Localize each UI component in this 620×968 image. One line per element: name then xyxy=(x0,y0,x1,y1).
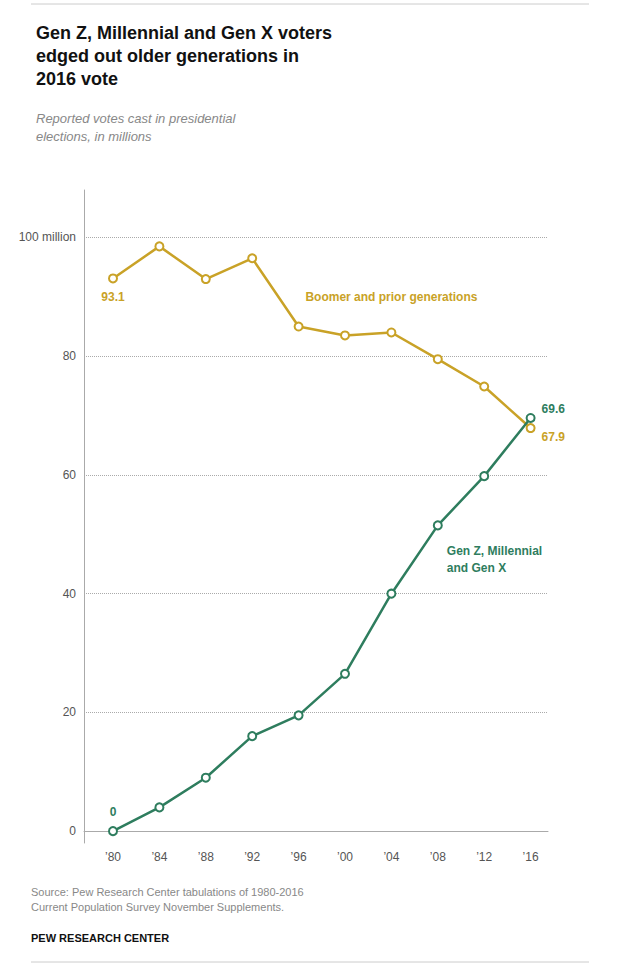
svg-text:and Gen X: and Gen X xyxy=(447,561,506,575)
svg-text:60: 60 xyxy=(63,468,77,482)
svg-text:0: 0 xyxy=(69,824,76,838)
svg-text:Gen Z, Millennial and Gen X vo: Gen Z, Millennial and Gen X voters xyxy=(36,23,332,43)
svg-text:Boomer and prior generations: Boomer and prior generations xyxy=(305,290,477,304)
svg-text:’92: ’92 xyxy=(244,850,260,864)
svg-text:40: 40 xyxy=(63,587,77,601)
svg-text:’12: ’12 xyxy=(476,850,492,864)
svg-text:67.9: 67.9 xyxy=(542,430,566,444)
svg-text:’88: ’88 xyxy=(198,850,214,864)
svg-text:’16: ’16 xyxy=(523,850,539,864)
svg-text:93.1: 93.1 xyxy=(101,290,125,304)
svg-text:’00: ’00 xyxy=(337,850,353,864)
svg-text:’80: ’80 xyxy=(105,850,121,864)
svg-text:80: 80 xyxy=(63,349,77,363)
svg-text:’84: ’84 xyxy=(151,850,167,864)
svg-text:0: 0 xyxy=(110,805,117,819)
svg-text:’08: ’08 xyxy=(430,850,446,864)
svg-text:69.6: 69.6 xyxy=(542,402,566,416)
svg-text:Gen Z, Millennial: Gen Z, Millennial xyxy=(447,544,542,558)
svg-text:’04: ’04 xyxy=(383,850,399,864)
svg-text:edged out older generations in: edged out older generations in xyxy=(36,46,299,66)
svg-text:Source: Pew Research Center ta: Source: Pew Research Center tabulations … xyxy=(31,886,304,898)
svg-text:2016 vote: 2016 vote xyxy=(36,69,118,89)
svg-text:Reported votes cast in preside: Reported votes cast in presidential xyxy=(36,111,237,126)
svg-text:100 million: 100 million xyxy=(19,230,76,244)
svg-text:Current Population Survey Nove: Current Population Survey November Suppl… xyxy=(31,901,284,913)
svg-text:’96: ’96 xyxy=(291,850,307,864)
svg-text:elections, in millions: elections, in millions xyxy=(36,129,152,144)
svg-text:20: 20 xyxy=(63,705,77,719)
svg-text:PEW RESEARCH CENTER: PEW RESEARCH CENTER xyxy=(31,932,169,944)
